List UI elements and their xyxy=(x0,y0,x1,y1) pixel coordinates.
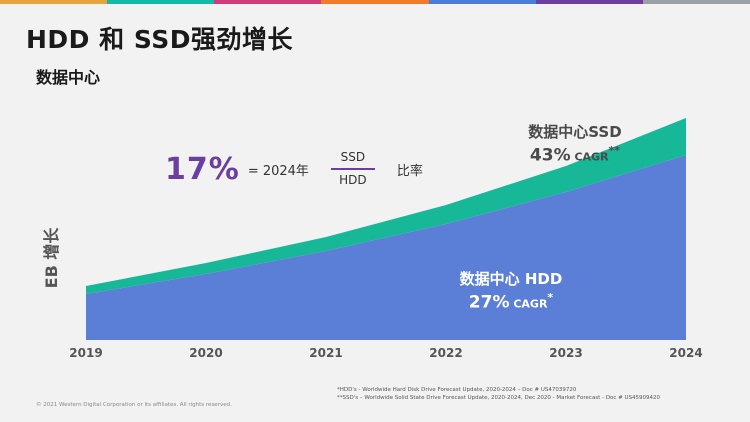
footnote-hdd: *HDD's - Worldwide Hard Disk Drive Forec… xyxy=(337,387,577,393)
top-bar-segment xyxy=(428,0,536,4)
hdd-series-name: 数据中心 HDD xyxy=(459,270,563,288)
ssd-growth-label: 43% CAGR** xyxy=(528,144,621,166)
hdd-growth-label: 27% CAGR* xyxy=(460,291,563,313)
ssd-cagr-text: CAGR xyxy=(570,150,609,164)
top-color-bar xyxy=(0,0,750,4)
hdd-series-label: 数据中心 HDD 27% CAGR* xyxy=(460,268,563,313)
hdd-cagr-value: 27% xyxy=(468,292,510,313)
ratio-suffix: 比率 xyxy=(396,163,423,179)
page-title: HDD 和 SSD强劲增长 xyxy=(26,25,293,54)
ssd-footnote-mark: ** xyxy=(608,144,621,157)
top-bar-segment xyxy=(107,0,215,4)
ssd-series-label: 数据中心SSD 43% CAGR** xyxy=(528,121,621,166)
footnotes: *HDD's - Worldwide Hard Disk Drive Forec… xyxy=(337,386,660,402)
top-bar-segment xyxy=(321,0,429,4)
top-bar-segment xyxy=(535,0,643,4)
footnote-ssd: **SSD's – Worldwide Solid State Drive Fo… xyxy=(337,395,661,401)
page-subtitle: 数据中心 xyxy=(36,68,101,87)
top-bar-segment xyxy=(214,0,322,4)
ratio-percent: 17% xyxy=(165,151,240,187)
copyright-text: © 2021 Western Digital Corporation or it… xyxy=(36,402,232,408)
ratio-denominator: HDD xyxy=(339,173,367,187)
ssd-series-name: 数据中心SSD xyxy=(528,123,622,141)
ratio-callout: 17% = 2024年 SSD HDD 比率 xyxy=(165,144,423,194)
x-tick-label: 2024 xyxy=(669,346,703,360)
x-tick-label: 2019 xyxy=(69,346,103,360)
ratio-fraction: SSD HDD xyxy=(330,150,375,188)
top-bar-segment xyxy=(642,0,750,4)
x-tick-label: 2021 xyxy=(309,346,343,360)
x-tick-label: 2023 xyxy=(549,346,583,360)
hdd-footnote-mark: * xyxy=(547,291,554,304)
top-bar-segment xyxy=(0,0,108,4)
ssd-cagr-value: 43% xyxy=(529,145,571,166)
x-tick-label: 2020 xyxy=(189,346,223,360)
ratio-numerator: SSD xyxy=(340,150,366,164)
fraction-bar xyxy=(330,168,375,170)
hdd-area xyxy=(86,155,686,340)
y-axis-label: EB 增长 xyxy=(42,227,61,289)
hdd-cagr-text: CAGR xyxy=(509,297,548,311)
ssd-area xyxy=(86,118,686,294)
x-tick-label: 2022 xyxy=(429,346,463,360)
ratio-equals-text: = 2024年 xyxy=(247,163,309,179)
